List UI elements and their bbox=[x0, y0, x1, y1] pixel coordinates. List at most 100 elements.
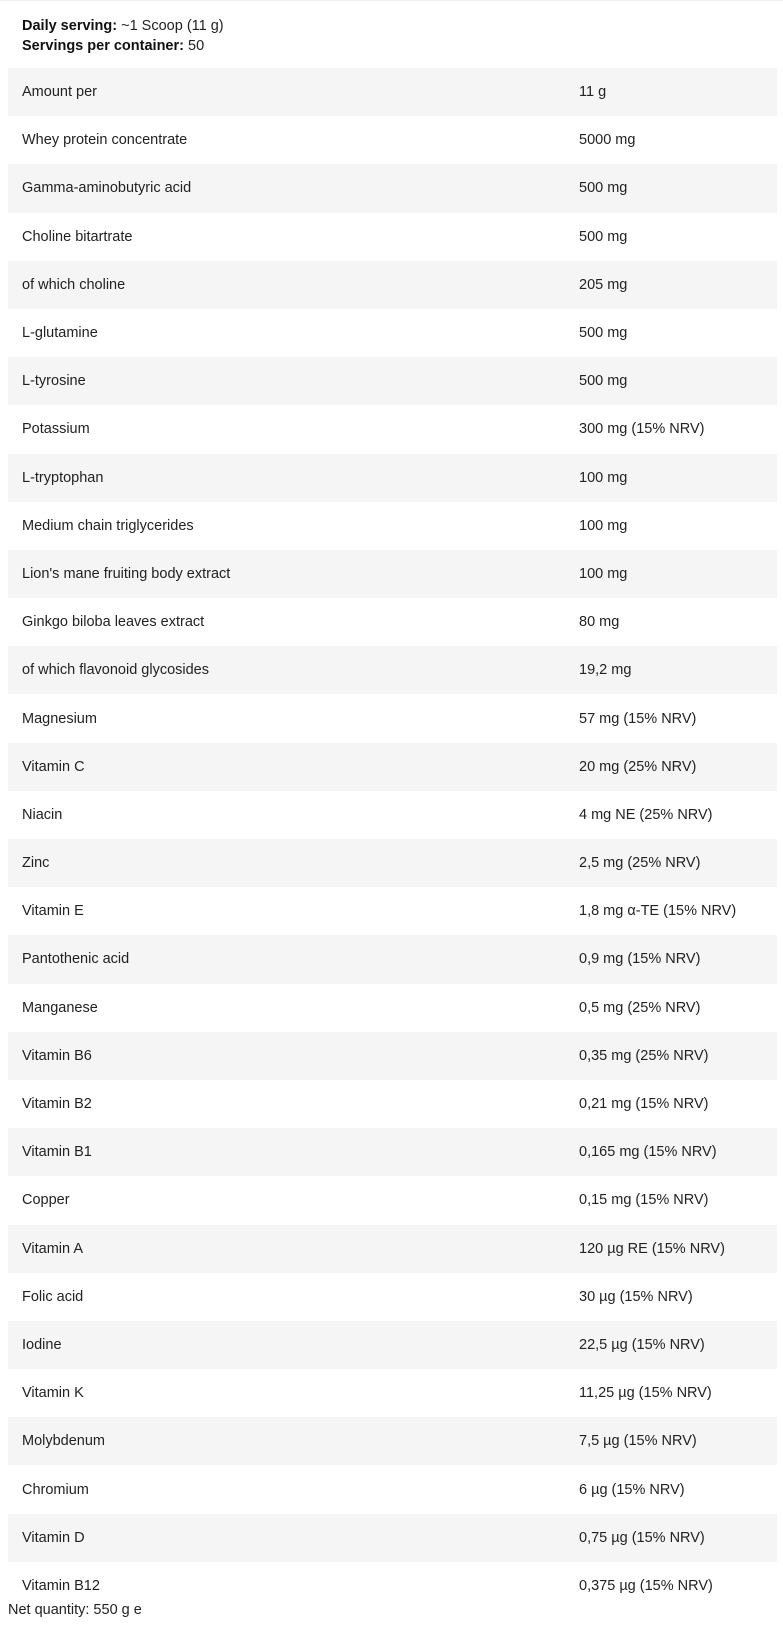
table-row: Zinc 2,5 mg (25% NRV) bbox=[8, 839, 777, 888]
ingredient-name: Niacin bbox=[22, 806, 63, 823]
ingredient-amount: 100 mg bbox=[579, 565, 628, 582]
ingredient-name: Amount per bbox=[22, 84, 97, 101]
ingredient-name: L-tryptophan bbox=[22, 469, 104, 486]
ingredient-name: Vitamin B1 bbox=[22, 1144, 92, 1161]
ingredient-amount: 100 mg bbox=[579, 517, 628, 534]
table-row: Medium chain triglycerides 100 mg bbox=[8, 502, 777, 550]
table-row: Vitamin B2 0,21 mg (15% NRV) bbox=[8, 1080, 777, 1128]
ingredient-name: Vitamin C bbox=[22, 758, 85, 775]
nutrition-table: Amount per 11 g Whey protein concentrate 50… bbox=[8, 68, 777, 1610]
ingredient-name: Vitamin D bbox=[22, 1529, 85, 1546]
ingredient-amount: 7,5 µg (15% NRV) bbox=[579, 1433, 697, 1450]
ingredient-amount: 500 mg bbox=[579, 325, 628, 342]
table-row: Potassium 300 mg (15% NRV) bbox=[8, 405, 777, 453]
ingredient-name: of which flavonoid glycosides bbox=[22, 662, 209, 679]
ingredient-amount: 20 mg (25% NRV) bbox=[579, 758, 697, 775]
table-row: Pantothenic acid 0,9 mg (15% NRV) bbox=[8, 935, 777, 984]
daily-serving-label: Daily serving: bbox=[22, 18, 118, 34]
ingredient-name: Lion's mane fruiting body extract bbox=[22, 565, 231, 582]
ingredient-name: Medium chain triglycerides bbox=[22, 517, 194, 534]
table-row: L-glutamine 500 mg bbox=[8, 309, 777, 357]
ingredient-amount: 300 mg (15% NRV) bbox=[579, 421, 705, 438]
ingredient-name: of which choline bbox=[22, 276, 126, 293]
ingredient-amount: 205 mg bbox=[579, 276, 628, 293]
ingredient-name: Copper bbox=[22, 1192, 70, 1209]
ingredient-amount: 0,165 mg (15% NRV) bbox=[579, 1144, 717, 1161]
table-row: Vitamin B6 0,35 mg (25% NRV) bbox=[8, 1031, 777, 1080]
table-row: Choline bitartrate 500 mg bbox=[8, 213, 777, 261]
daily-serving-value: ~1 Scoop (11 g) bbox=[121, 18, 224, 34]
table-row: Magnesium 57 mg (15% NRV) bbox=[8, 694, 777, 742]
ingredient-amount: 11 g bbox=[579, 84, 607, 101]
table-row: L-tryptophan 100 mg bbox=[8, 453, 777, 502]
table-row: Vitamin C 20 mg (25% NRV) bbox=[8, 742, 777, 791]
ingredient-name: Zinc bbox=[22, 855, 50, 872]
ingredient-amount: 120 µg RE (15% NRV) bbox=[579, 1240, 725, 1257]
ingredient-name: Chromium bbox=[22, 1481, 89, 1498]
table-row: Chromium 6 µg (15% NRV) bbox=[8, 1465, 777, 1513]
servings-label: Servings per container: bbox=[22, 38, 184, 54]
ingredient-name: Pantothenic acid bbox=[22, 951, 130, 968]
ingredient-amount: 0,9 mg (15% NRV) bbox=[579, 951, 701, 968]
table-row: Amount per 11 g bbox=[8, 68, 777, 117]
ingredient-amount: 5000 mg bbox=[579, 132, 636, 149]
table-row: Iodine 22,5 µg (15% NRV) bbox=[8, 1320, 777, 1370]
daily-serving: Daily serving: ~1 Scoop (11 g) bbox=[22, 16, 224, 36]
ingredient-name: Manganese bbox=[22, 999, 98, 1016]
ingredient-name: L-glutamine bbox=[22, 325, 98, 342]
net-quantity: Net quantity: 550 g e bbox=[8, 1602, 142, 1618]
table-row: Vitamin K 11,25 µg (15% NRV) bbox=[8, 1369, 777, 1417]
table-row: Ginkgo biloba leaves extract 80 mg bbox=[8, 598, 777, 646]
ingredient-amount: 57 mg (15% NRV) bbox=[579, 710, 697, 727]
table-row: Vitamin D 0,75 µg (15% NRV) bbox=[8, 1513, 777, 1562]
table-row: Lion's mane fruiting body extract 100 mg bbox=[8, 549, 777, 599]
table-row: Niacin 4 mg NE (25% NRV) bbox=[8, 791, 777, 839]
serving-info: Daily serving: ~1 Scoop (11 g) Servings … bbox=[22, 16, 224, 56]
table-row: Manganese 0,5 mg (25% NRV) bbox=[8, 984, 777, 1032]
table-row: of which choline 205 mg bbox=[8, 260, 777, 309]
ingredient-name: Gamma-aminobutyric acid bbox=[22, 180, 192, 197]
ingredient-name: Potassium bbox=[22, 421, 90, 438]
ingredient-amount: 80 mg bbox=[579, 614, 620, 631]
table-row: Vitamin B12 0,375 µg (15% NRV) bbox=[8, 1562, 777, 1610]
table-row: Vitamin B1 0,165 mg (15% NRV) bbox=[8, 1128, 777, 1177]
table-row: of which flavonoid glycosides 19,2 mg bbox=[8, 646, 777, 695]
ingredient-name: Vitamin A bbox=[22, 1240, 83, 1257]
ingredient-name: Vitamin B2 bbox=[22, 1096, 92, 1113]
ingredient-amount: 22,5 µg (15% NRV) bbox=[579, 1336, 705, 1353]
ingredient-name: Iodine bbox=[22, 1336, 62, 1353]
ingredient-amount: 19,2 mg bbox=[579, 662, 632, 679]
ingredient-name: Vitamin B12 bbox=[22, 1577, 100, 1594]
ingredient-amount: 0,21 mg (15% NRV) bbox=[579, 1096, 709, 1113]
ingredient-amount: 100 mg bbox=[579, 469, 628, 486]
ingredient-amount: 30 µg (15% NRV) bbox=[579, 1288, 693, 1305]
ingredient-amount: 1,8 mg α-TE (15% NRV) bbox=[579, 903, 737, 920]
ingredient-amount: 4 mg NE (25% NRV) bbox=[579, 806, 713, 823]
ingredient-name: Whey protein concentrate bbox=[22, 132, 188, 149]
ingredient-amount: 2,5 mg (25% NRV) bbox=[579, 855, 701, 872]
ingredient-amount: 0,15 mg (15% NRV) bbox=[579, 1192, 709, 1209]
ingredient-name: Folic acid bbox=[22, 1288, 84, 1305]
ingredient-amount: 500 mg bbox=[579, 180, 628, 197]
ingredient-amount: 0,375 µg (15% NRV) bbox=[579, 1577, 713, 1594]
ingredient-name: Ginkgo biloba leaves extract bbox=[22, 614, 205, 631]
table-row: Vitamin E 1,8 mg α-TE (15% NRV) bbox=[8, 887, 777, 935]
divider bbox=[0, 0, 783, 1]
table-row: Molybdenum 7,5 µg (15% NRV) bbox=[8, 1417, 777, 1466]
table-row: Gamma-aminobutyric acid 500 mg bbox=[8, 164, 777, 213]
table-row: Vitamin A 120 µg RE (15% NRV) bbox=[8, 1224, 777, 1273]
table-row: Copper 0,15 mg (15% NRV) bbox=[8, 1176, 777, 1224]
table-row: L-tyrosine 500 mg bbox=[8, 357, 777, 406]
ingredient-name: Vitamin K bbox=[22, 1385, 84, 1402]
ingredient-name: Choline bitartrate bbox=[22, 228, 133, 245]
ingredient-name: Magnesium bbox=[22, 710, 97, 727]
ingredient-amount: 6 µg (15% NRV) bbox=[579, 1481, 685, 1498]
ingredient-amount: 11,25 µg (15% NRV) bbox=[579, 1385, 712, 1402]
ingredient-amount: 500 mg bbox=[579, 228, 628, 245]
ingredient-name: L-tyrosine bbox=[22, 373, 86, 390]
ingredient-amount: 0,5 mg (25% NRV) bbox=[579, 999, 701, 1016]
servings-per-container: Servings per container: 50 bbox=[22, 36, 224, 56]
ingredient-amount: 500 mg bbox=[579, 373, 628, 390]
table-row: Whey protein concentrate 5000 mg bbox=[8, 116, 777, 164]
ingredient-name: Vitamin E bbox=[22, 903, 84, 920]
